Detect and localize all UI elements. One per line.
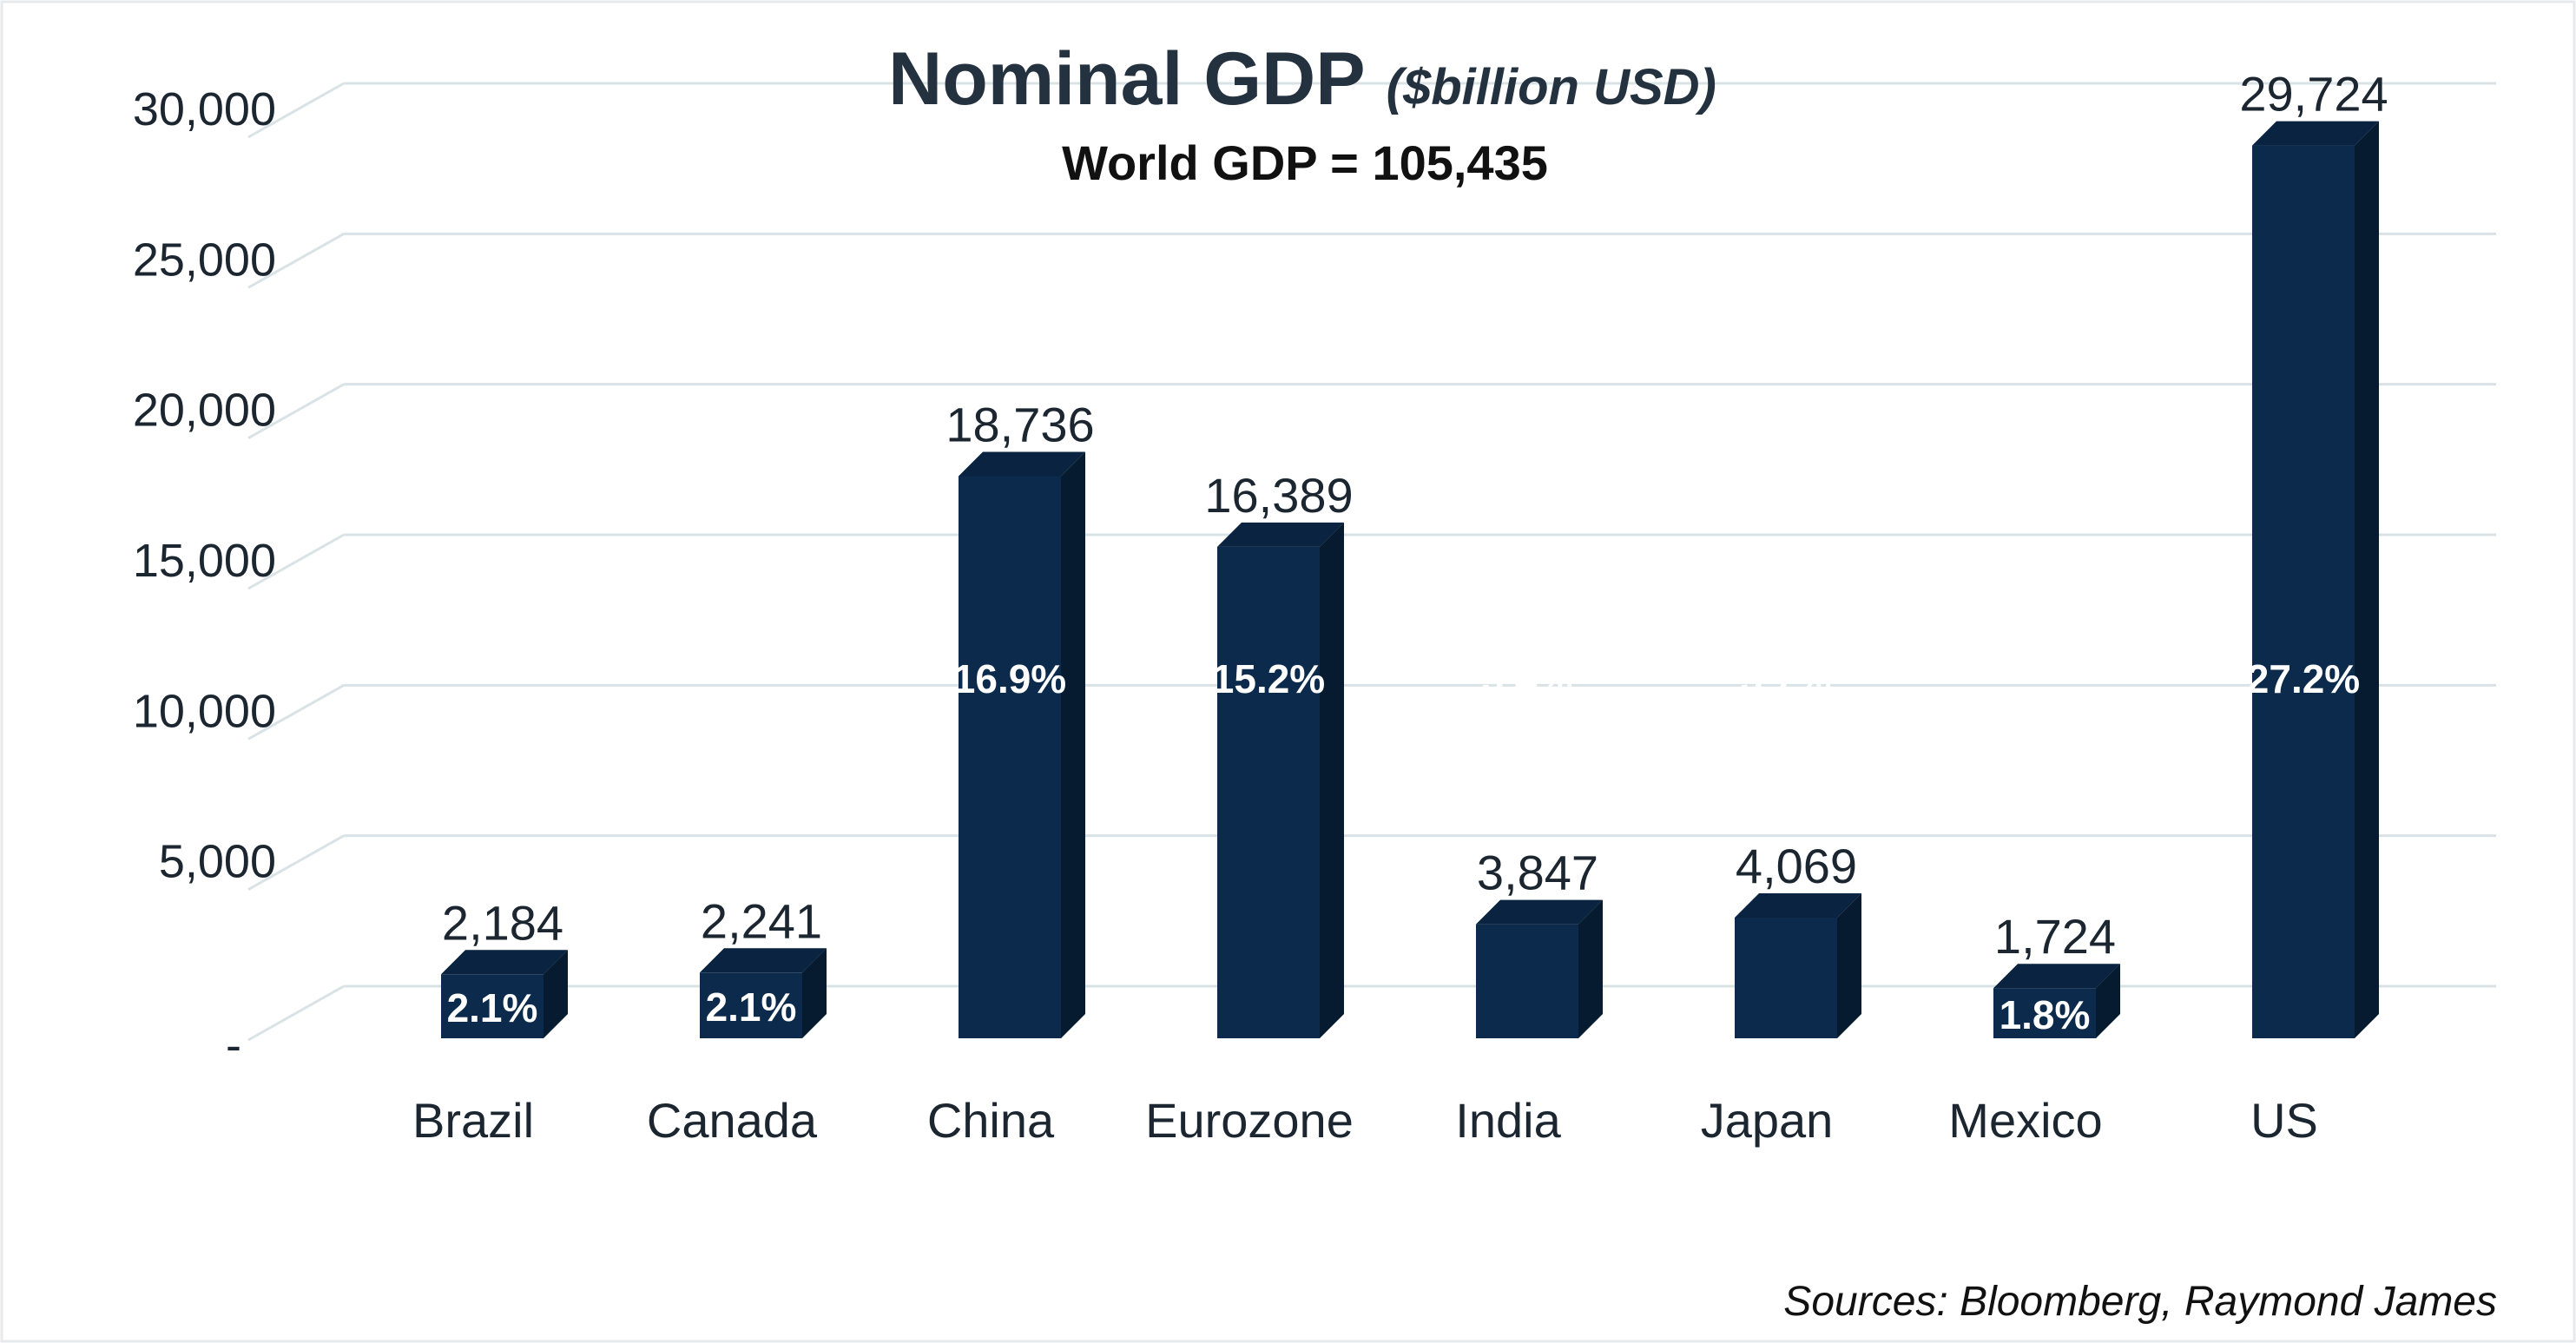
- x-tick-label: India: [1455, 1093, 1561, 1148]
- value-label: 29,724: [2239, 67, 2388, 122]
- bars: [441, 121, 2379, 1038]
- bar-side: [544, 950, 568, 1038]
- bar: [2252, 145, 2355, 1038]
- y-tick-label: -: [226, 1019, 241, 1071]
- y-tick-label: 15,000: [133, 535, 276, 587]
- gridline-depth: [247, 383, 345, 439]
- share-label: 2.1%: [447, 985, 538, 1030]
- chart-title-main: Nominal GDP: [888, 37, 1366, 121]
- y-tick-label: 25,000: [133, 234, 276, 286]
- y-tick-label: 30,000: [133, 83, 276, 135]
- share-label: 15.2%: [1212, 656, 1325, 701]
- chart-title-units: ($billion USD): [1387, 59, 1716, 115]
- x-tick-label: US: [2250, 1093, 2318, 1148]
- y-tick-label: 10,000: [133, 685, 276, 737]
- x-tick-label: Canada: [647, 1093, 818, 1148]
- chart-subtitle: World GDP = 105,435: [1062, 135, 1548, 190]
- source-note: Sources: Bloomberg, Raymond James: [1783, 1279, 2497, 1325]
- bar-top: [959, 451, 1085, 477]
- value-label: 4,069: [1736, 839, 1857, 893]
- bar-side: [1320, 522, 1344, 1038]
- x-tick-label: Eurozone: [1145, 1093, 1354, 1148]
- bar-top: [1993, 964, 2120, 989]
- x-tick-label: Japan: [1701, 1093, 1834, 1148]
- share-label: 2.1%: [706, 984, 797, 1030]
- gridline-depth: [247, 684, 345, 741]
- gridline-depth: [247, 533, 345, 590]
- bar-side: [802, 948, 827, 1038]
- y-tick-label: 20,000: [133, 385, 276, 437]
- share-label: 3.7%: [1741, 656, 1832, 701]
- value-label: 1,724: [1994, 909, 2116, 964]
- y-axis-ticks: - 5,000 10,000 15,000 20,000 25,000 30,000: [133, 83, 276, 1071]
- y-tick-label: 5,000: [159, 836, 276, 888]
- bar-side: [1578, 899, 1603, 1038]
- gridline-depth: [247, 984, 345, 1042]
- chart-title: Nominal GDP ($billion USD): [888, 37, 1716, 121]
- x-tick-label: Mexico: [1948, 1093, 2102, 1148]
- share-label: 27.2%: [2247, 656, 2360, 701]
- bar: [1735, 917, 1837, 1038]
- bar-top: [1476, 899, 1603, 925]
- share-label: 1.8%: [2000, 992, 2091, 1037]
- bar-top: [2252, 121, 2379, 146]
- title-block: Nominal GDP ($billion USD) World GDP = 10…: [888, 37, 1716, 190]
- x-axis-ticks: Brazil Canada China Eurozone India Japan Mexic…: [412, 1093, 2318, 1148]
- data-labels: 2,184 2.1% 2,241 2.1% 18,736 16.9% 16,389 15.2%…: [442, 67, 2388, 1038]
- bar: [700, 972, 802, 1038]
- value-label: 3,847: [1477, 846, 1598, 900]
- value-label: 2,184: [442, 895, 563, 950]
- value-label: 18,736: [945, 397, 1094, 451]
- bar-top: [441, 950, 568, 975]
- x-tick-label: China: [927, 1093, 1055, 1148]
- value-label: 2,241: [701, 893, 822, 948]
- bar-top: [1735, 892, 1861, 918]
- gridline-depth: [247, 82, 345, 139]
- bar-side: [2096, 964, 2120, 1038]
- value-label: 16,389: [1204, 468, 1353, 523]
- bar-top: [700, 948, 827, 973]
- gridline-depth: [247, 834, 345, 891]
- x-tick-label: Brazil: [412, 1093, 534, 1148]
- bar: [1993, 988, 2096, 1038]
- bar-top: [1217, 522, 1344, 547]
- bar-side: [1061, 451, 1085, 1038]
- share-label: 16.9%: [953, 656, 1066, 701]
- bar: [959, 476, 1061, 1038]
- bar: [1476, 924, 1578, 1038]
- bar-side: [2355, 121, 2379, 1038]
- gridline-depth: [247, 233, 345, 289]
- bar: [441, 974, 544, 1038]
- bar-side: [1837, 892, 1861, 1038]
- bar: [1217, 546, 1320, 1038]
- share-label: 3.4%: [1482, 656, 1573, 701]
